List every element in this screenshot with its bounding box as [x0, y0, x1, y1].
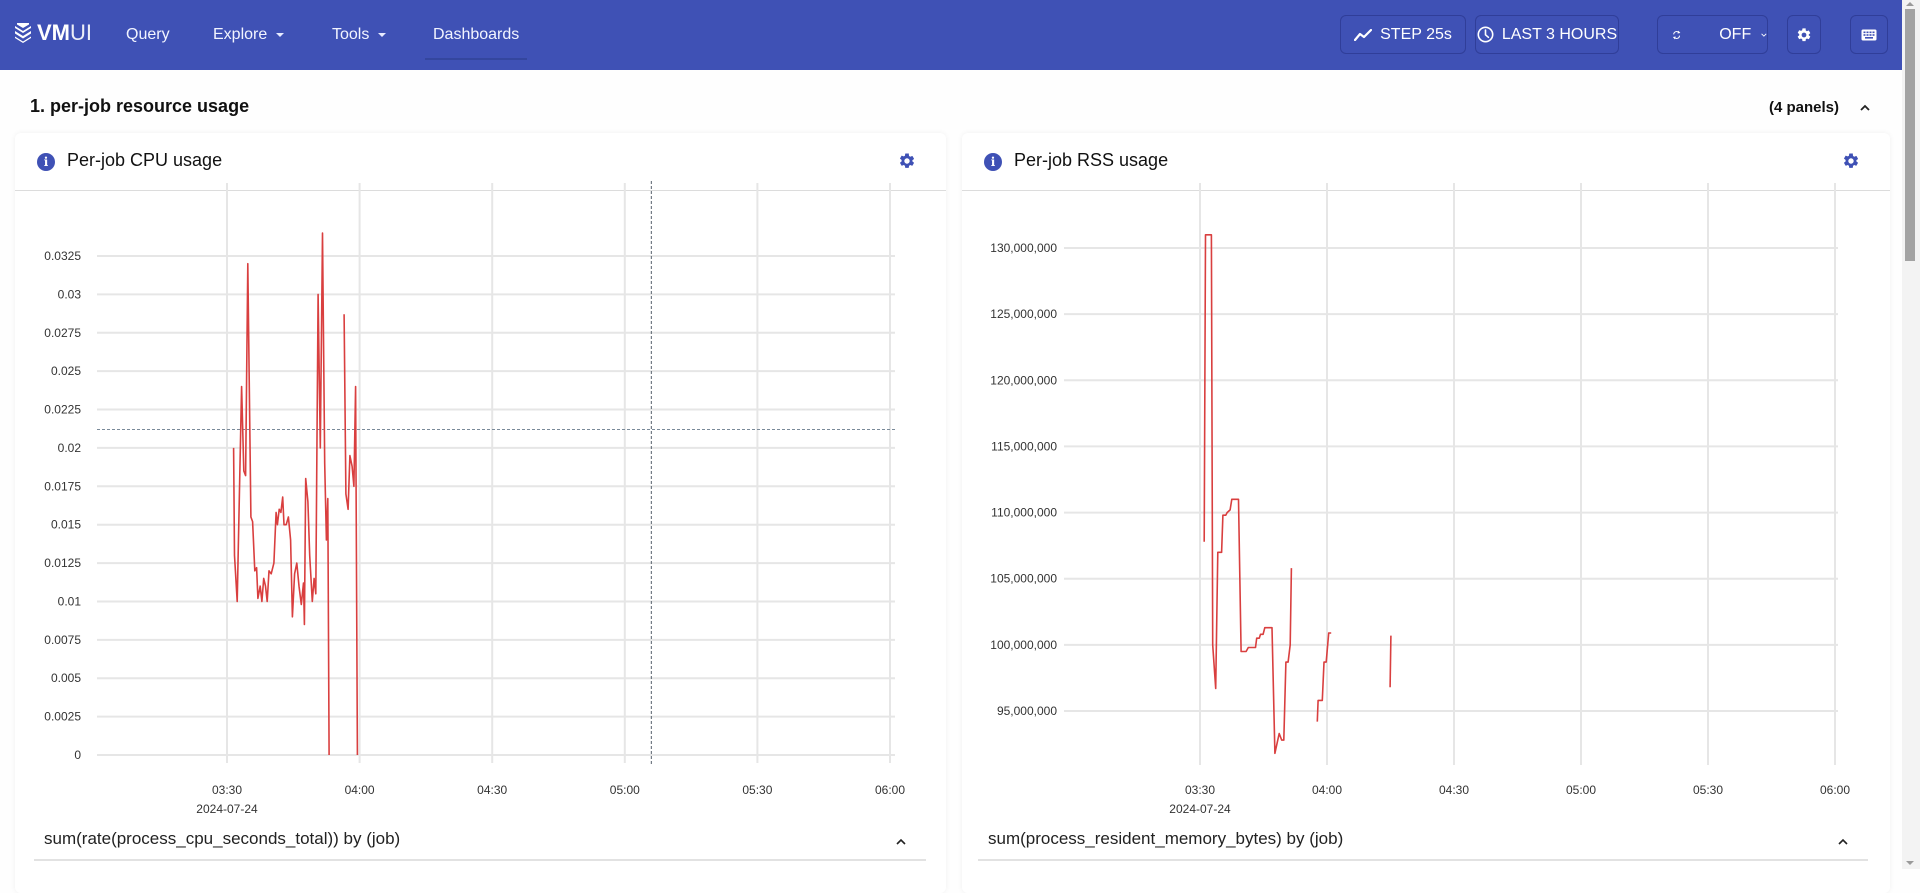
y-tick-label: 0.025 [51, 364, 81, 378]
series-line[interactable] [1203, 234, 1293, 755]
nav-query-label: Query [126, 26, 170, 43]
chevron-up-icon[interactable] [1836, 835, 1850, 849]
rss-usage-line-chart[interactable]: 95,000,000 100,000,000 105,000,000 110,000,… [962, 133, 1890, 833]
y-tick-label: 0.02 [58, 441, 82, 455]
x-tick-label: 05:30 [742, 783, 772, 797]
time-range-button[interactable]: LAST 3 HOURS [1475, 15, 1619, 54]
chevron-up-icon[interactable] [894, 835, 908, 849]
keyboard-icon [1861, 29, 1877, 40]
x-tick-label: 04:00 [345, 783, 375, 797]
panel-settings-gear-icon[interactable] [898, 152, 916, 170]
gear-icon [1797, 27, 1811, 41]
settings-button[interactable] [1787, 15, 1821, 54]
x-tick-label: 03:30 [212, 783, 242, 797]
page-scrollbar[interactable] [1902, 0, 1920, 869]
series-line[interactable] [1389, 635, 1392, 688]
keyboard-shortcuts-button[interactable] [1850, 15, 1888, 54]
x-tick-label: 06:00 [875, 783, 905, 797]
series-line[interactable] [1316, 632, 1332, 722]
panel-header: i Per-job CPU usage [15, 133, 946, 191]
trend-line-icon [1354, 28, 1373, 41]
y-tick-label: 0.01 [58, 594, 82, 608]
nav-dashboards[interactable]: Dashboards [424, 0, 528, 70]
section-panel-count: (4 panels) [1769, 99, 1840, 116]
y-tick-label: 100,000,000 [990, 638, 1057, 652]
y-tick-label: 0.0225 [44, 403, 81, 417]
panel-rss-usage: i Per-job RSS usage 95,000,000 100,000,00… [962, 133, 1890, 893]
y-tick-label: 0.03 [58, 287, 82, 301]
series-line[interactable] [232, 232, 330, 756]
y-tick-label: 0.0075 [44, 633, 81, 647]
x-date-label: 2024-07-24 [196, 802, 258, 816]
panel-settings-gear-icon[interactable] [1842, 152, 1860, 170]
info-icon[interactable]: i [984, 153, 1002, 171]
refresh-icon [1672, 30, 1681, 39]
x-tick-label: 03:30 [1185, 783, 1215, 797]
y-tick-label: 120,000,000 [990, 373, 1057, 387]
nav-explore[interactable]: Explore [213, 0, 285, 70]
logo-text-thin: UI [70, 20, 92, 45]
info-icon[interactable]: i [37, 153, 55, 171]
victoriametrics-logo-icon [15, 23, 31, 43]
query-expression: sum(process_resident_memory_bytes) by (j… [988, 829, 1344, 848]
x-tick-label: 05:30 [1693, 783, 1723, 797]
caret-down-icon [276, 33, 285, 37]
panel-header: i Per-job RSS usage [962, 133, 1890, 191]
y-tick-label: 0 [74, 748, 81, 762]
chevron-down-icon [1761, 33, 1767, 37]
nav-explore-label: Explore [213, 26, 268, 43]
scroll-down-arrow-icon[interactable] [1906, 861, 1914, 865]
nav-dashboards-label: Dashboards [433, 26, 520, 43]
scroll-up-arrow-icon[interactable] [1906, 2, 1914, 6]
y-tick-label: 0.0325 [44, 249, 81, 263]
scrollbar-thumb[interactable] [1905, 9, 1915, 261]
y-tick-label: 110,000,000 [991, 506, 1057, 520]
step-button[interactable]: STEP 25s [1340, 15, 1466, 54]
y-tick-label: 0.0025 [44, 710, 81, 724]
top-navigation-bar: VMUI Query Explore Tools Dashboards STEP… [0, 0, 1902, 70]
nav-tools-label: Tools [332, 26, 370, 43]
nav-query[interactable]: Query [126, 0, 170, 70]
vmui-logo[interactable]: VMUI [14, 20, 92, 46]
x-tick-label: 04:30 [1439, 783, 1469, 797]
time-range-label: LAST 3 HOURS [1501, 25, 1618, 43]
query-expression-row[interactable]: sum(rate(process_cpu_seconds_total)) by … [34, 823, 926, 861]
chart-grid [97, 183, 895, 763]
x-tick-label: 05:00 [610, 783, 640, 797]
panel-title: Per-job RSS usage [1014, 150, 1169, 170]
logo-text-bold: VM [37, 20, 70, 45]
series-line[interactable] [343, 314, 359, 756]
y-tick-label: 125,000,000 [990, 307, 1057, 321]
x-tick-label: 05:00 [1566, 783, 1596, 797]
x-tick-label: 04:30 [477, 783, 507, 797]
panel-cpu-usage: i Per-job CPU usage 0 0.0025 0.005 0.0075 0.… [15, 133, 946, 893]
y-tick-label: 95,000,000 [997, 704, 1057, 718]
caret-down-icon [378, 33, 387, 37]
logo-text: VMUI [37, 20, 92, 46]
auto-refresh-button[interactable]: OFF [1657, 15, 1768, 54]
query-expression-row[interactable]: sum(process_resident_memory_bytes) by (j… [978, 823, 1868, 861]
auto-refresh-label: OFF [1719, 25, 1752, 43]
cpu-usage-line-chart[interactable]: 0 0.0025 0.005 0.0075 0.01 0.0125 0.015 0.0175 0… [15, 133, 946, 833]
y-tick-label: 0.005 [51, 671, 81, 685]
y-tick-label: 105,000,000 [990, 572, 1057, 586]
query-expression: sum(rate(process_cpu_seconds_total)) by … [44, 829, 401, 848]
y-tick-label: 0.015 [51, 518, 81, 532]
y-tick-label: 0.0125 [44, 556, 81, 570]
x-tick-label: 06:00 [1820, 783, 1850, 797]
y-tick-label: 115,000,000 [991, 439, 1057, 453]
y-tick-label: 130,000,000 [990, 241, 1057, 255]
step-label: STEP 25s [1380, 25, 1452, 43]
clock-icon [1477, 26, 1494, 43]
x-tick-label: 04:00 [1312, 783, 1342, 797]
y-tick-label: 0.0275 [44, 326, 81, 340]
y-tick-label: 0.0175 [44, 479, 81, 493]
x-date-label: 2024-07-24 [1169, 802, 1231, 816]
nav-tools[interactable]: Tools [332, 0, 387, 70]
section-title: 1. per-job resource usage [30, 96, 250, 116]
chart-grid [1064, 183, 1838, 765]
collapse-section-chevron-up-icon[interactable] [1857, 100, 1873, 116]
panel-title: Per-job CPU usage [67, 150, 223, 170]
